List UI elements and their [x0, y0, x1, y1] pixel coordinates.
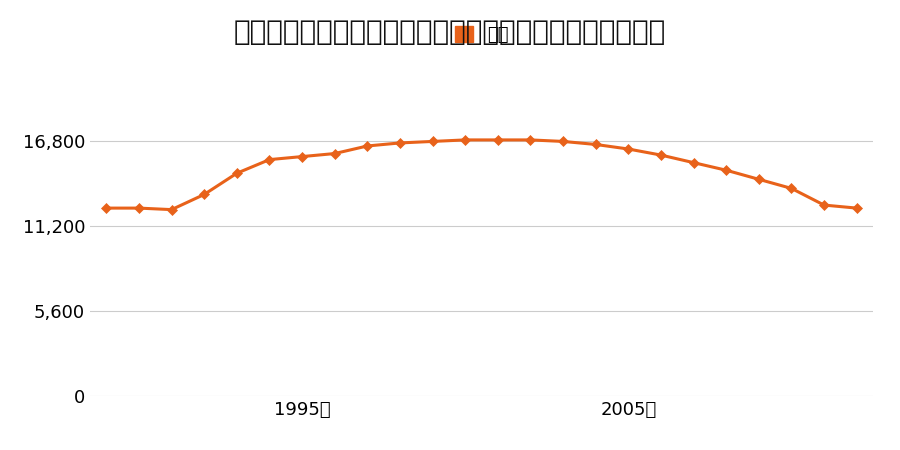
Text: 新潟県上越市大字新保古新田字南野４１８番１の地価推移: 新潟県上越市大字新保古新田字南野４１８番１の地価推移 — [234, 18, 666, 46]
Legend: 価格: 価格 — [447, 19, 516, 52]
